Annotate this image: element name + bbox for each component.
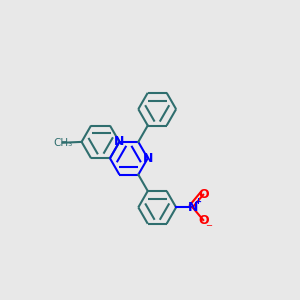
Text: CH₃: CH₃ <box>53 138 72 148</box>
Text: N: N <box>114 135 124 148</box>
Text: N: N <box>142 152 153 165</box>
Text: O: O <box>198 214 208 226</box>
Text: N: N <box>188 201 198 214</box>
Text: −: − <box>205 221 212 230</box>
Text: +: + <box>194 197 202 206</box>
Text: O: O <box>198 188 208 201</box>
